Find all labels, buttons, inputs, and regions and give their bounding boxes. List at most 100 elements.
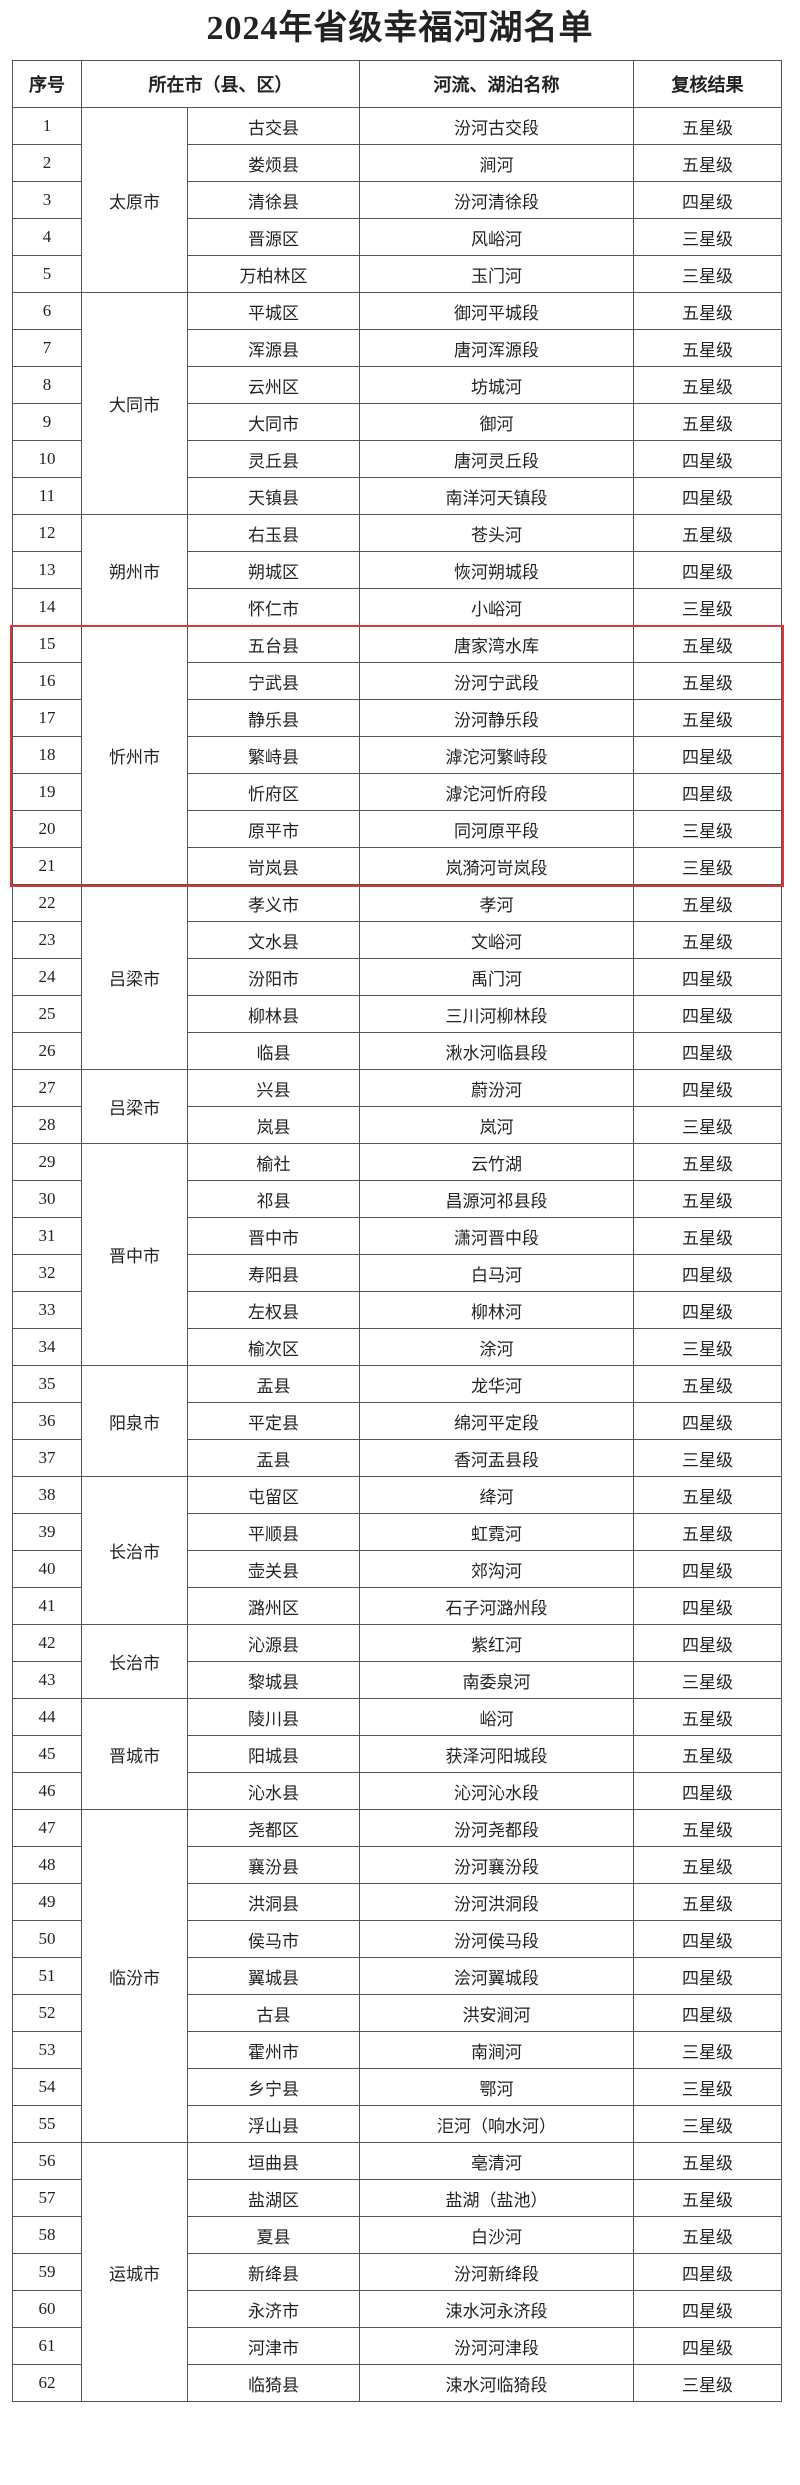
header-row: 序号 所在市（县、区） 河流、湖泊名称 复核结果 bbox=[12, 60, 782, 108]
row-number: 43 bbox=[12, 1661, 82, 1699]
rating: 四星级 bbox=[633, 736, 782, 774]
rating: 五星级 bbox=[633, 2216, 782, 2254]
county: 沁源县 bbox=[187, 1624, 360, 1662]
river-name: 洰河（响水河） bbox=[359, 2105, 634, 2143]
row-number: 31 bbox=[12, 1217, 82, 1255]
county: 霍州市 bbox=[187, 2031, 360, 2069]
county: 繁峙县 bbox=[187, 736, 360, 774]
river-name: 汾河新绛段 bbox=[359, 2253, 634, 2291]
county: 壶关县 bbox=[187, 1550, 360, 1588]
rating: 五星级 bbox=[633, 1735, 782, 1773]
county: 古县 bbox=[187, 1994, 360, 2032]
rating: 五星级 bbox=[633, 144, 782, 182]
county: 乡宁县 bbox=[187, 2068, 360, 2106]
table-row: 30 祁县 昌源河祁县段 五星级 bbox=[12, 1180, 782, 1218]
county: 垣曲县 bbox=[187, 2142, 360, 2180]
row-number: 15 bbox=[12, 625, 82, 663]
table-row: 9 大同市 御河 五星级 bbox=[12, 403, 782, 441]
rating: 三星级 bbox=[633, 2364, 782, 2402]
row-number: 21 bbox=[12, 847, 82, 885]
river-name: 鄂河 bbox=[359, 2068, 634, 2106]
county: 忻府区 bbox=[187, 773, 360, 811]
rating: 三星级 bbox=[633, 1439, 782, 1477]
rating: 四星级 bbox=[633, 1069, 782, 1107]
city: 阳泉市 bbox=[81, 1365, 188, 1477]
table-row: 43 黎城县 南委泉河 三星级 bbox=[12, 1661, 782, 1699]
river-name: 沁河沁水段 bbox=[359, 1772, 634, 1810]
table-row: 51 翼城县 浍河翼城段 四星级 bbox=[12, 1957, 782, 1995]
table-row: 21 岢岚县 岚漪河岢岚段 三星级 bbox=[12, 847, 782, 885]
county: 古交县 bbox=[187, 107, 360, 145]
row-number: 29 bbox=[12, 1143, 82, 1181]
county: 灵丘县 bbox=[187, 440, 360, 478]
table-row: 56 运城市 垣曲县 亳清河 五星级 bbox=[12, 2142, 782, 2402]
row-number: 47 bbox=[12, 1809, 82, 1847]
table-row: 35 阳泉市 盂县 龙华河 五星级 bbox=[12, 1365, 782, 1477]
county: 静乐县 bbox=[187, 699, 360, 737]
rating: 三星级 bbox=[633, 1661, 782, 1699]
rating: 四星级 bbox=[633, 773, 782, 811]
table-row: 25 柳林县 三川河柳林段 四星级 bbox=[12, 995, 782, 1033]
table-row: 1 太原市 古交县 汾河古交段 五星级 bbox=[12, 107, 782, 293]
river-name: 滹沱河忻府段 bbox=[359, 773, 634, 811]
county: 孝义市 bbox=[187, 884, 360, 922]
city: 忻州市 bbox=[81, 625, 188, 885]
rating: 四星级 bbox=[633, 2290, 782, 2328]
river-name: 云竹湖 bbox=[359, 1143, 634, 1181]
county: 左权县 bbox=[187, 1291, 360, 1329]
river-name: 绵河平定段 bbox=[359, 1402, 634, 1440]
county: 汾阳市 bbox=[187, 958, 360, 996]
title: 2024年省级幸福河湖名单 bbox=[206, 10, 594, 47]
county: 晋源区 bbox=[187, 218, 360, 256]
row-number: 52 bbox=[12, 1994, 82, 2032]
river-name: 唐家湾水库 bbox=[359, 625, 634, 663]
river-name: 盐湖（盐池） bbox=[359, 2179, 634, 2217]
table-row: 61 河津市 汾河河津段 四星级 bbox=[12, 2327, 782, 2365]
river-name: 汾河清徐段 bbox=[359, 181, 634, 219]
row-number: 19 bbox=[12, 773, 82, 811]
river-name: 昌源河祁县段 bbox=[359, 1180, 634, 1218]
river-name: 汾河宁武段 bbox=[359, 662, 634, 700]
river-name: 汾河河津段 bbox=[359, 2327, 634, 2365]
county: 怀仁市 bbox=[187, 588, 360, 626]
county: 祁县 bbox=[187, 1180, 360, 1218]
table-row: 28 岚县 岚河 三星级 bbox=[12, 1106, 782, 1144]
county: 临猗县 bbox=[187, 2364, 360, 2402]
table-row: 42 长治市 沁源县 紫红河 四星级 bbox=[12, 1624, 782, 1699]
row-number: 12 bbox=[12, 514, 82, 552]
rating: 四星级 bbox=[633, 1957, 782, 1995]
row-number: 10 bbox=[12, 440, 82, 478]
river-name: 唐河灵丘段 bbox=[359, 440, 634, 478]
row-number: 59 bbox=[12, 2253, 82, 2291]
city: 朔州市 bbox=[81, 514, 188, 626]
county: 黎城县 bbox=[187, 1661, 360, 1699]
table-row: 32 寿阳县 白马河 四星级 bbox=[12, 1254, 782, 1292]
river-name: 汾河洪洞段 bbox=[359, 1883, 634, 1921]
city: 长治市 bbox=[81, 1624, 188, 1699]
rating: 四星级 bbox=[633, 1402, 782, 1440]
table-row: 18 繁峙县 滹沱河繁峙段 四星级 bbox=[12, 736, 782, 774]
rating: 五星级 bbox=[633, 699, 782, 737]
row-number: 42 bbox=[12, 1624, 82, 1662]
river-name: 汾河尧都段 bbox=[359, 1809, 634, 1847]
row-number: 32 bbox=[12, 1254, 82, 1292]
rating: 五星级 bbox=[633, 1365, 782, 1403]
row-number: 48 bbox=[12, 1846, 82, 1884]
rating: 四星级 bbox=[633, 1920, 782, 1958]
row-number: 17 bbox=[12, 699, 82, 737]
county: 平城区 bbox=[187, 292, 360, 330]
row-number: 26 bbox=[12, 1032, 82, 1070]
table-row: 6 大同市 平城区 御河平城段 五星级 bbox=[12, 292, 782, 515]
county: 榆次区 bbox=[187, 1328, 360, 1366]
county: 平顺县 bbox=[187, 1513, 360, 1551]
row-number: 33 bbox=[12, 1291, 82, 1329]
county: 浮山县 bbox=[187, 2105, 360, 2143]
river-name: 坊城河 bbox=[359, 366, 634, 404]
river-name: 紫红河 bbox=[359, 1624, 634, 1662]
county: 潞州区 bbox=[187, 1587, 360, 1625]
river-name: 柳林河 bbox=[359, 1291, 634, 1329]
river-name: 南洋河天镇段 bbox=[359, 477, 634, 515]
rating: 三星级 bbox=[633, 810, 782, 848]
river-name: 苍头河 bbox=[359, 514, 634, 552]
